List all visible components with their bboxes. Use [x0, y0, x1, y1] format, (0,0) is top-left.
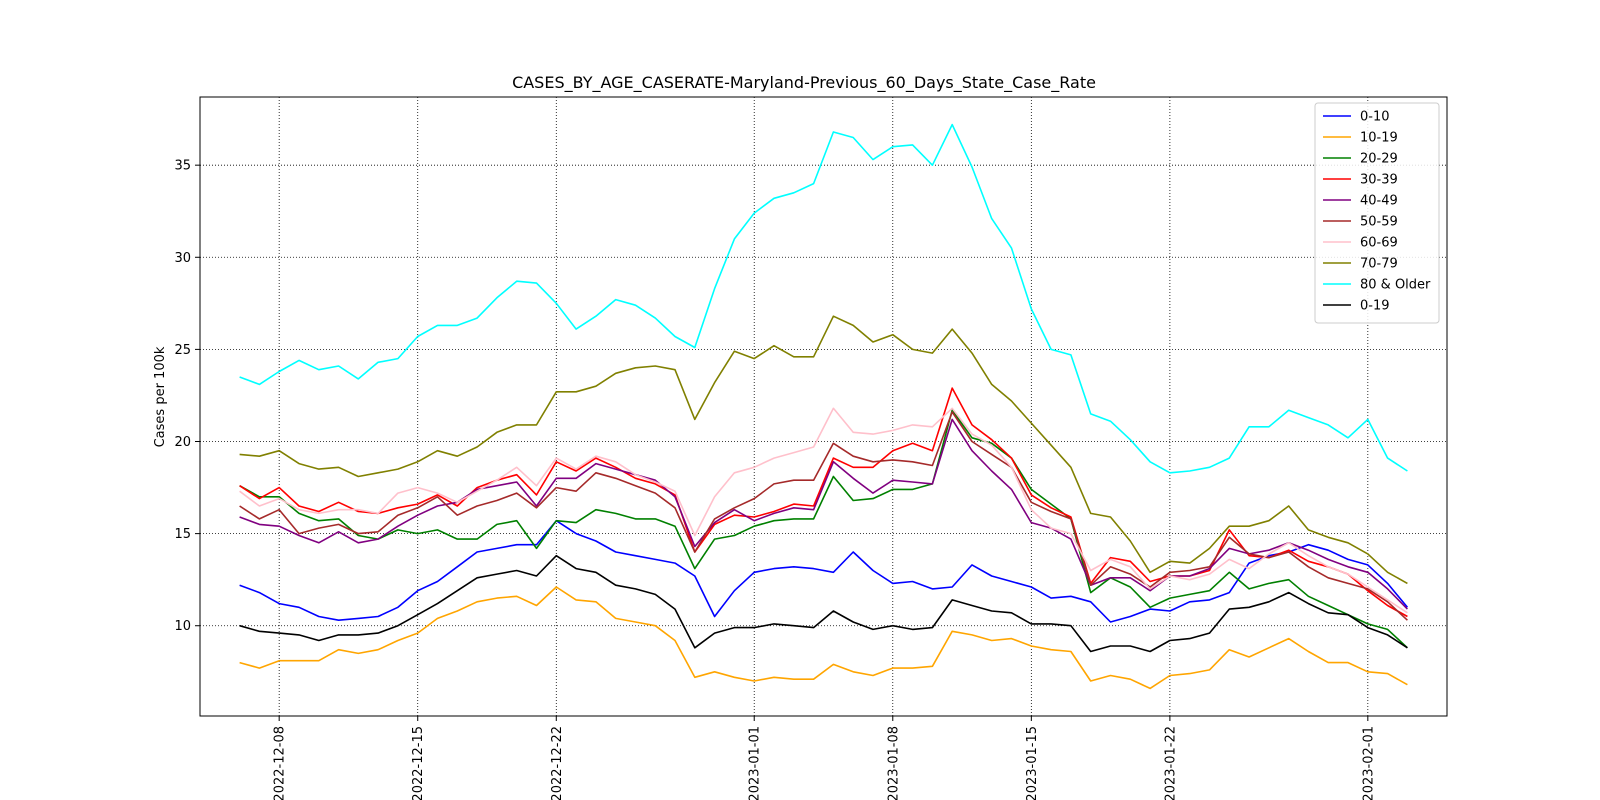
- y-tick-label: 25: [174, 343, 191, 358]
- x-tick-label: 2023-01-08: [886, 726, 901, 800]
- legend-label: 40-49: [1360, 194, 1398, 209]
- legend: 0-10 10-19 20-29 30-39 40-49 50-59 60-69 70-79 8…: [1314, 102, 1440, 324]
- series-line-9: [239, 554, 1408, 653]
- x-tick-label: 2023-01-15: [1025, 726, 1040, 800]
- series-line-3: [239, 387, 1408, 618]
- series-line-1: [239, 586, 1408, 690]
- x-tick-label: 2022-12-22: [550, 726, 565, 800]
- legend-label: 70-79: [1360, 257, 1398, 272]
- legend-label: 80 & Older: [1360, 278, 1431, 293]
- x-tick-label: 2023-01-22: [1163, 726, 1178, 800]
- series-line-2: [239, 409, 1408, 649]
- x-tick-label: 2023-02-01: [1361, 726, 1376, 800]
- legend-label: 50-59: [1360, 215, 1398, 230]
- legend-label: 60-69: [1360, 236, 1398, 251]
- x-tick-label: 2022-12-08: [273, 726, 288, 800]
- y-tick-label: 10: [174, 619, 191, 634]
- legend-label: 0-19: [1360, 299, 1390, 314]
- y-tick-label: 35: [174, 159, 191, 174]
- series-line-5: [239, 411, 1408, 621]
- series-line-0: [239, 519, 1409, 623]
- plot-frame: [199, 96, 1448, 717]
- legend-label: 0-10: [1360, 110, 1390, 125]
- series-line-4: [239, 418, 1408, 610]
- x-ticks: 2022-12-08 2022-12-15 2022-12-22 2023-01-01…: [273, 716, 1376, 800]
- y-axis-label: Cases per 100k: [153, 346, 168, 447]
- series-line-6: [239, 407, 1408, 614]
- y-ticks: 10 15 20 25 30 35: [174, 159, 200, 634]
- x-tick-label: 2022-12-15: [411, 726, 426, 800]
- series-lines: [239, 123, 1409, 690]
- y-tick-label: 20: [174, 435, 191, 450]
- series-line-8: [239, 123, 1408, 474]
- legend-label: 30-39: [1360, 173, 1398, 188]
- gridlines: [200, 97, 1447, 716]
- series-line-7: [239, 315, 1408, 585]
- x-tick-label: 2023-01-01: [748, 726, 763, 800]
- y-tick-label: 30: [174, 251, 191, 266]
- legend-label: 20-29: [1360, 152, 1398, 167]
- chart-title: CASES_BY_AGE_CASERATE-Maryland-Previous_…: [512, 73, 1096, 93]
- legend-label: 10-19: [1360, 131, 1398, 146]
- y-tick-label: 15: [174, 527, 191, 542]
